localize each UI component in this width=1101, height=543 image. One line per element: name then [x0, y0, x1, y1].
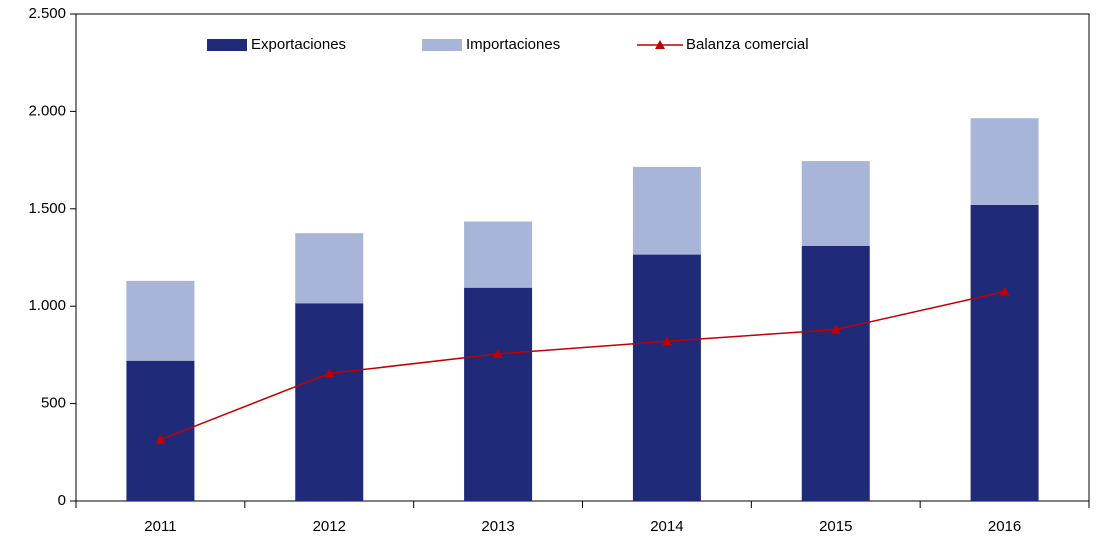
- legend-label: Importaciones: [466, 36, 560, 53]
- legend-marker: [655, 40, 665, 49]
- line-marker: [830, 324, 841, 334]
- y-tick-label: 0: [58, 492, 66, 509]
- bar-segment: [295, 233, 364, 304]
- x-tick-label: 2013: [481, 518, 514, 535]
- y-tick-label: 500: [41, 395, 66, 412]
- legend-label: Balanza comercial: [686, 36, 809, 53]
- bar-segment: [632, 166, 701, 255]
- y-tick-label: 1.500: [28, 200, 66, 217]
- line-marker: [493, 348, 504, 358]
- legend-label: Exportaciones: [251, 36, 346, 53]
- y-tick-label: 1.000: [28, 297, 66, 314]
- bar-segment: [632, 254, 701, 501]
- line-marker: [661, 336, 672, 346]
- line-marker: [155, 434, 166, 444]
- x-tick-label: 2016: [988, 518, 1021, 535]
- y-tick-label: 2.000: [28, 102, 66, 119]
- line: [160, 290, 1005, 441]
- bar-segment: [970, 204, 1039, 502]
- bar-segment: [801, 245, 870, 501]
- bar-segment: [464, 221, 533, 288]
- legend-swatch: [207, 39, 247, 51]
- plot-frame: [75, 13, 1090, 502]
- x-tick-label: 2012: [313, 518, 346, 535]
- bar-segment: [295, 303, 364, 501]
- x-tick-label: 2014: [650, 518, 683, 535]
- line-marker: [324, 368, 335, 378]
- y-tick-label: 2.500: [28, 5, 66, 22]
- bar-segment: [126, 280, 195, 361]
- bar-segment: [464, 287, 533, 501]
- line-marker: [999, 286, 1010, 296]
- bar-segment: [801, 161, 870, 246]
- x-tick-label: 2011: [144, 518, 176, 535]
- bar-segment: [970, 118, 1039, 205]
- x-tick-label: 2015: [819, 518, 852, 535]
- legend-swatch: [422, 39, 462, 51]
